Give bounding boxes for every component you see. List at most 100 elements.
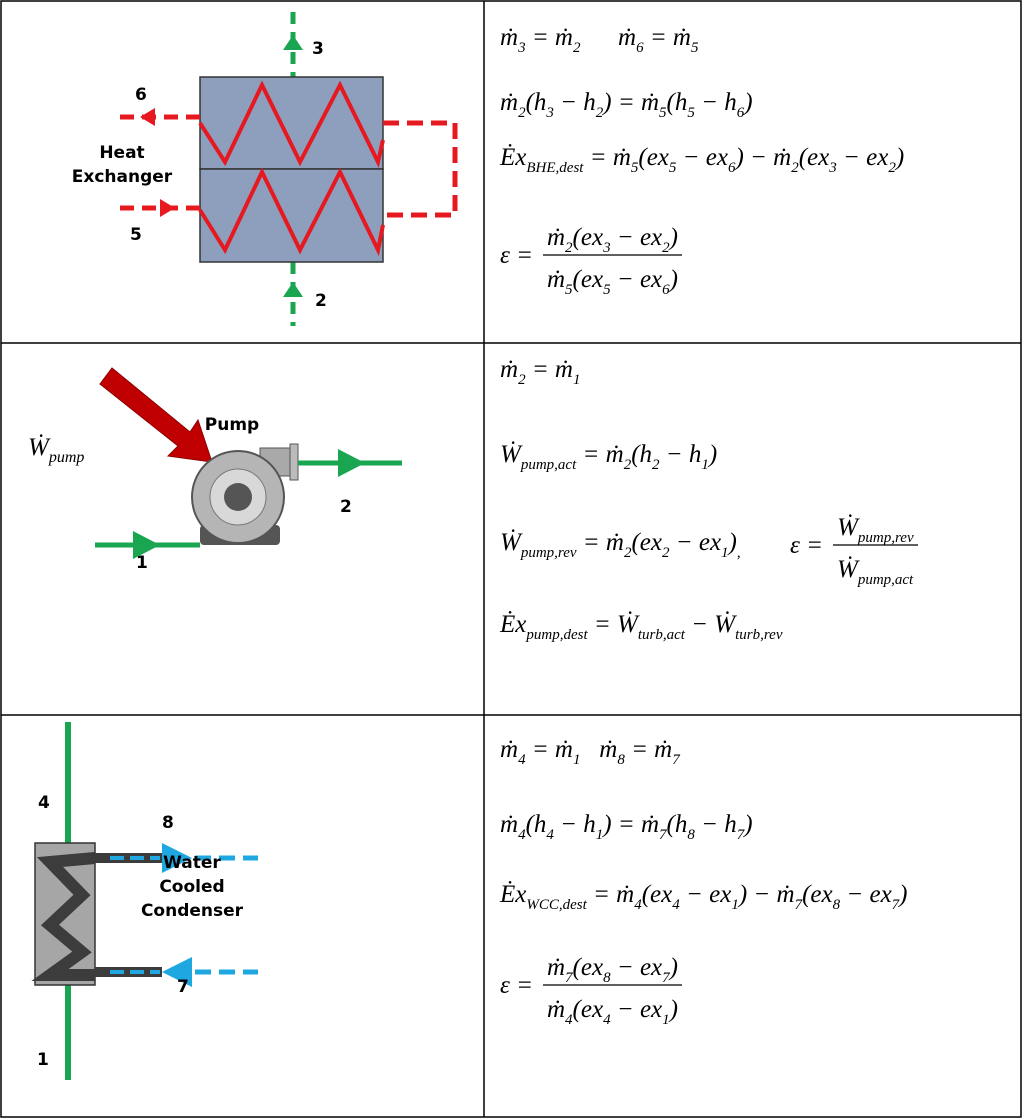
equation-text: ṁ [547, 996, 565, 1023]
stream-label: 4 [38, 793, 50, 813]
equation-subscript: WCC,dest [526, 897, 587, 913]
fraction-denominator: ṁ5(ex5 − ex6) [547, 266, 678, 298]
equation-text: ṁ [547, 266, 565, 293]
equation: ṁ2 = ṁ1 [500, 356, 581, 388]
equation-subscript: 6 [737, 105, 745, 121]
equation-text: ) [742, 89, 752, 116]
equation-text: − ex [840, 881, 892, 908]
stream-label: 2 [340, 497, 352, 517]
equation-text: − ex [837, 144, 889, 171]
equation-subscript: 2 [791, 160, 799, 176]
fraction-denominator: Ẇpump,act [837, 555, 914, 588]
equation-subscript: pump,act [857, 572, 914, 588]
equation-subscript: 2 [518, 105, 526, 121]
equation-text: Ẇ [500, 440, 523, 468]
equation-subscript: 2 [662, 545, 670, 561]
component-label: Exchanger [72, 167, 173, 187]
equation-text: = ṁ [526, 736, 573, 763]
equation-text: (ex [799, 144, 830, 171]
equation-subscript: 2 [573, 40, 581, 56]
equation-text: − h [554, 89, 596, 116]
equation-subscript: 7 [659, 827, 668, 843]
equation-subscript: 4 [565, 1012, 573, 1028]
equation-subscript: turb,rev [735, 627, 783, 643]
equation-subscript: 3 [828, 160, 837, 176]
equation-text: Ėx [499, 881, 526, 908]
stream-label: 5 [130, 225, 142, 245]
equation-text: ε = [790, 532, 823, 559]
equation-subscript: 4 [634, 897, 642, 913]
equation-subscript: 5 [565, 282, 573, 298]
equation-text: (ex [573, 266, 604, 293]
equation-text: ) [897, 881, 907, 908]
equation-subscript: turb,act [638, 627, 686, 643]
equation-text: (ex [573, 224, 604, 251]
equation-subscript: 1 [662, 1012, 670, 1028]
equation-subscript: 5 [603, 282, 611, 298]
equation-text: (ex [642, 881, 673, 908]
equation-subscript: 7 [565, 970, 574, 986]
equation-subscript: 6 [636, 40, 644, 56]
equation: Ẇpump,act = ṁ2(h2 − h1) [500, 440, 717, 473]
equation-subscript: 6 [728, 160, 736, 176]
fraction-denominator: ṁ4(ex4 − ex1) [547, 996, 678, 1028]
equation-text: ) [668, 224, 678, 251]
equation-subscript: 7 [795, 897, 804, 913]
equation-subscript: BHE,dest [526, 160, 584, 176]
equation-text: = ṁ [587, 881, 634, 908]
equation-subscript: 4 [672, 897, 680, 913]
fraction-numerator: ṁ2(ex3 − ex2) [547, 224, 678, 256]
equation-subscript: 4 [518, 827, 526, 843]
component-label: Condenser [141, 901, 244, 921]
equation-text: − h [695, 811, 737, 838]
equation-text: − h [554, 811, 596, 838]
equation-text: = Ẇ [588, 610, 640, 638]
equation-subscript: 7 [737, 827, 746, 843]
equation-subscript: 2 [565, 240, 573, 256]
equation-subscript: 7 [892, 897, 901, 913]
equation-text: (ex [573, 954, 604, 981]
equation-text: (h [667, 811, 688, 838]
equation-text: = ṁ [526, 356, 573, 383]
equation-text: ) = ṁ [601, 89, 659, 116]
equation-text: − ex [611, 266, 663, 293]
fraction-lhs: ε = [500, 242, 533, 269]
equation-text: ṁ [500, 24, 518, 51]
equation-subscript: 2 [652, 457, 660, 473]
equation-text: Ẇ [500, 528, 523, 556]
power-input-label: Ẇpump [28, 433, 84, 466]
fraction-numerator: Ẇpump,rev [837, 513, 914, 546]
equation-subscript: 8 [833, 897, 841, 913]
equation-text: ṁ [500, 811, 518, 838]
component-label: Pump [205, 415, 259, 435]
equation: Ėxpump,dest = Ẇturb,act − Ẇturb,rev [499, 610, 783, 643]
equation-text: ṁ [547, 224, 565, 251]
equation-subscript: 3 [602, 240, 611, 256]
equation-text: (h [631, 441, 652, 468]
equation-text: ε = [500, 242, 533, 269]
component-label: Heat [99, 143, 144, 163]
equation-text: (h [526, 811, 547, 838]
equation-subscript: 2 [662, 240, 670, 256]
equation-subscript: 8 [617, 752, 625, 768]
equation-subscript: 8 [687, 827, 695, 843]
equation-text: (h [667, 89, 688, 116]
equation: ṁ4 = ṁ1 ṁ8 = ṁ7 [500, 736, 681, 768]
equation-text: (ex [638, 144, 669, 171]
equation-subscript: 2 [888, 160, 896, 176]
equation: Ẇpump,rev = ṁ2(ex2 − ex1), [500, 528, 741, 561]
fraction-lhs: ε = [500, 972, 533, 999]
equation-subscript: 5 [669, 160, 677, 176]
equation-text: ) [727, 529, 737, 556]
equation-text: − h [660, 441, 702, 468]
equation-subscript: 7 [662, 970, 671, 986]
equation-text: Ėx [499, 611, 526, 638]
equation-subscript: 4 [546, 827, 554, 843]
equation-text: = ṁ [583, 144, 630, 171]
fraction-lhs: ε = [790, 532, 823, 559]
equation-text: ṁ [581, 24, 637, 51]
equation-subscript: 2 [624, 545, 632, 561]
equation-text: = ṁ [526, 24, 573, 51]
equation-text: ) = ṁ [601, 811, 659, 838]
